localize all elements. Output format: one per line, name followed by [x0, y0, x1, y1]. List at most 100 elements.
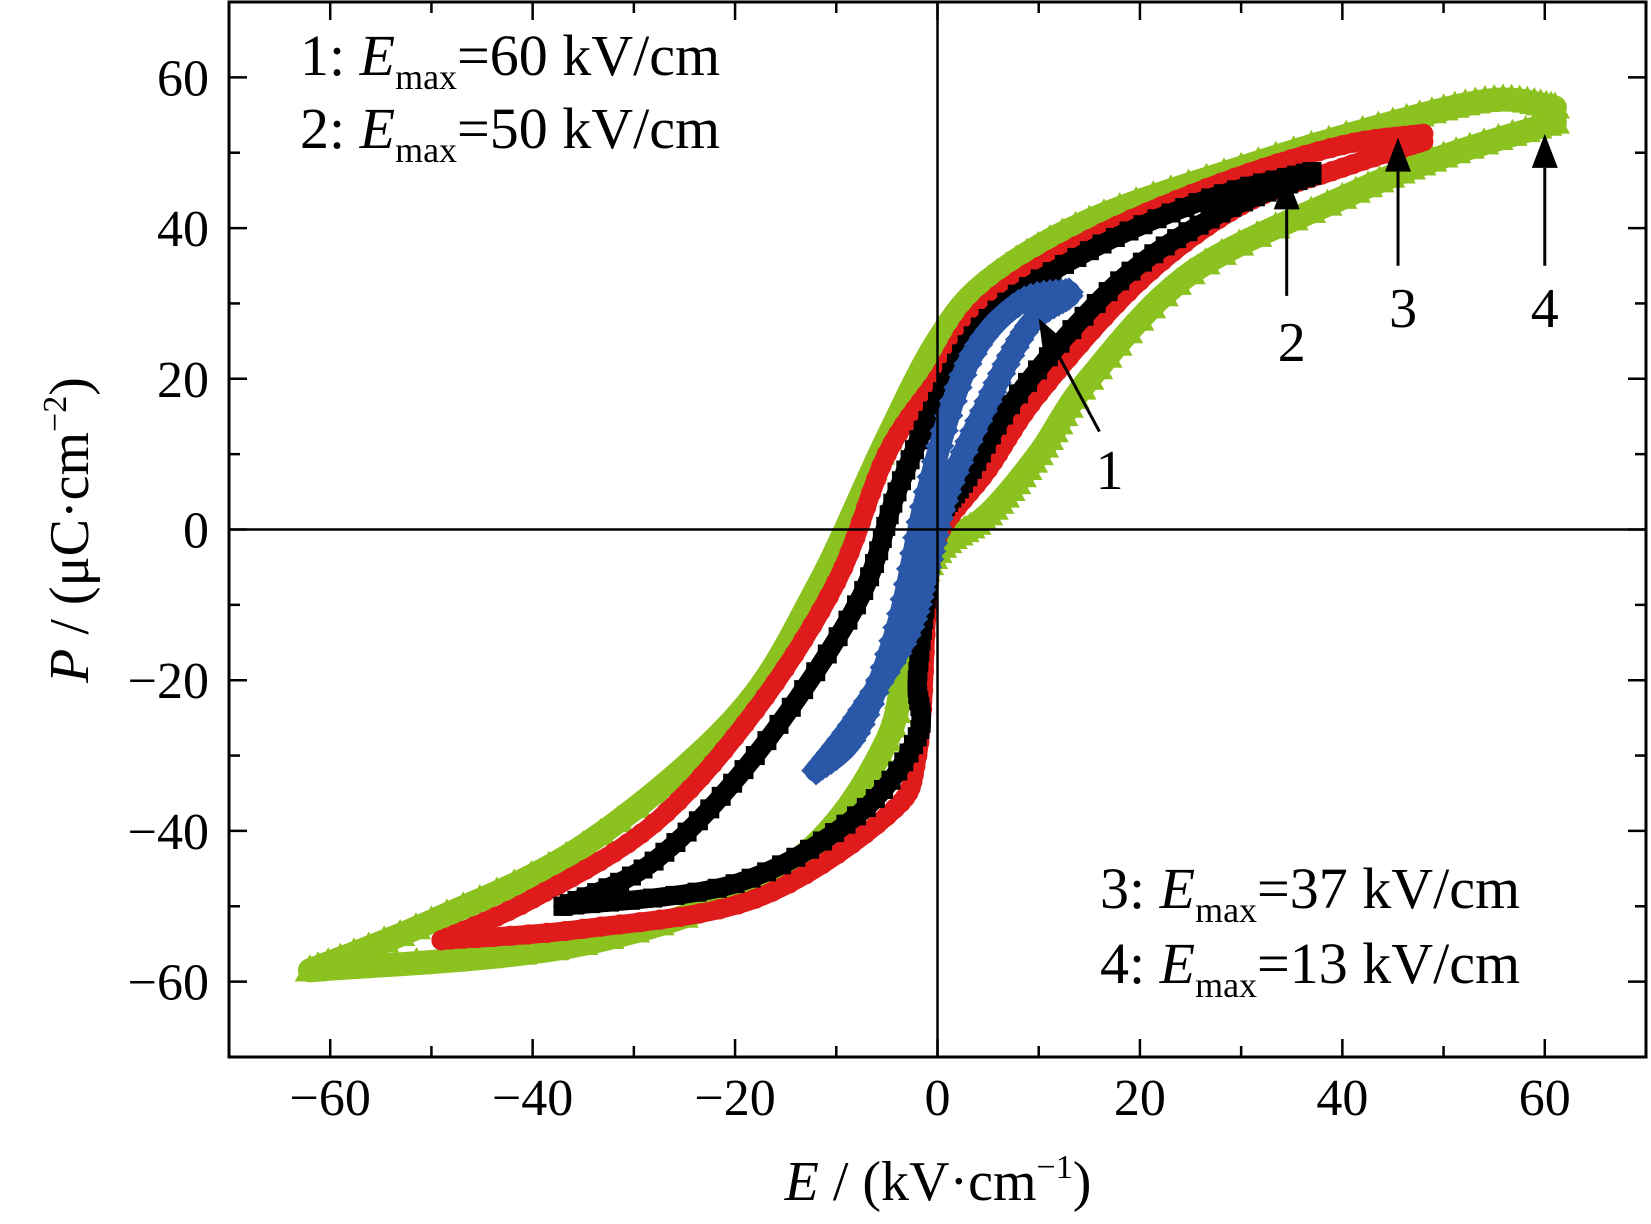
callout-1: 1	[1038, 318, 1124, 502]
series-marker	[610, 914, 631, 935]
x-axis-unit-prefix: / (kV·cm	[819, 1151, 1037, 1213]
y-tick-label: −20	[128, 653, 209, 710]
series-marker	[573, 918, 594, 939]
series-marker	[1295, 195, 1327, 223]
series-marker	[568, 927, 599, 955]
series-marker	[506, 937, 538, 965]
series-marker	[599, 892, 619, 912]
series-marker	[725, 874, 745, 894]
series-marker	[734, 713, 756, 734]
y-tick-label: 0	[183, 503, 209, 560]
series-marker	[539, 933, 570, 961]
series-marker	[1148, 279, 1179, 307]
x-tick-label: −40	[492, 1070, 573, 1127]
series-marker	[745, 888, 766, 909]
series-marker	[621, 791, 652, 819]
series-marker	[745, 746, 765, 766]
series-marker	[643, 888, 663, 908]
y-axis-unit-suffix: )	[39, 377, 101, 396]
series-marker	[1224, 228, 1255, 256]
y-axis-unit-exp: −2	[37, 396, 74, 432]
series-marker	[812, 854, 833, 875]
series-marker	[806, 662, 826, 682]
series-marker	[707, 878, 727, 898]
series-marker	[649, 909, 670, 930]
series-marker	[817, 644, 837, 664]
series-marker	[431, 930, 452, 951]
series-loop-1	[801, 277, 1084, 786]
y-tick-label: 60	[157, 50, 209, 107]
ticks-layer: −60 −40 −20 0 20 40 60 −60 −40 −20 0 20 40 60	[128, 2, 1646, 1127]
series-marker	[674, 746, 705, 774]
x-tick-label: 20	[1114, 1070, 1166, 1127]
y-axis-title: P / (μC·cm−2)	[37, 377, 101, 684]
series-marker	[1327, 181, 1358, 209]
series-marker	[1206, 237, 1237, 265]
series-marker	[769, 714, 789, 734]
series-marker	[774, 658, 796, 679]
callout-label: 2	[1278, 312, 1306, 374]
series-marker	[762, 881, 783, 902]
legend-entry-3: 3: Emax=37 kV/cm	[1100, 856, 1520, 930]
callout-label: 4	[1531, 278, 1559, 340]
series-marker	[827, 843, 848, 865]
series-marker	[603, 805, 634, 833]
callout-label: 1	[1096, 440, 1124, 502]
callout-label: 3	[1389, 278, 1417, 340]
callout-arrow-head	[1385, 137, 1412, 172]
callout-arrow-shaft	[1053, 347, 1101, 433]
series-marker	[338, 951, 369, 979]
callout-arrow-head	[1531, 133, 1558, 168]
series-marker	[536, 922, 558, 943]
series-marker	[1242, 219, 1273, 247]
series-marker	[713, 740, 734, 761]
legend-entry-4: 4: Emax=13 kV/cm	[1100, 931, 1520, 1005]
x-axis-unit-suffix: )	[1073, 1151, 1092, 1213]
series-marker	[500, 925, 521, 946]
y-tick-label: −60	[128, 955, 209, 1012]
series-marker	[555, 920, 576, 942]
series-marker	[755, 686, 776, 707]
series-marker	[1260, 211, 1291, 239]
series-marker	[629, 912, 650, 933]
series-marker	[1190, 247, 1221, 275]
series-marker	[741, 868, 761, 888]
series-marker	[727, 894, 748, 915]
series-marker	[294, 954, 326, 982]
y-tick-label: 20	[157, 352, 209, 409]
y-axis-unit-prefix: / (μC·cm	[39, 432, 101, 649]
series-marker	[436, 944, 467, 972]
y-tick-label: −40	[128, 804, 209, 861]
x-axis-symbol: E	[784, 1151, 819, 1213]
series-marker	[657, 761, 688, 789]
x-tick-label: 60	[1519, 1070, 1571, 1127]
series-marker	[591, 916, 612, 937]
series-marker	[801, 755, 831, 786]
series-marker	[1312, 188, 1343, 216]
series-marker	[1175, 257, 1206, 285]
series-marker	[702, 753, 723, 774]
legend-entry-2: 2: Emax=50 kV/cm	[300, 96, 720, 170]
series-marker	[472, 941, 503, 969]
series-marker	[784, 644, 805, 665]
series-marker	[847, 768, 879, 796]
series-marker	[689, 903, 710, 924]
series-marker	[745, 700, 766, 721]
callout-3: 3	[1385, 137, 1417, 340]
series-marker	[1161, 267, 1192, 295]
series-marker	[734, 760, 754, 780]
y-tick-label: 40	[157, 201, 209, 258]
series-marker	[518, 924, 539, 945]
legend-top-left: 1: Emax=60 kV/cm 2: Emax=50 kV/cm	[300, 23, 720, 170]
series-marker	[828, 627, 848, 647]
series-marker	[553, 896, 573, 916]
x-tick-label: 0	[925, 1070, 951, 1127]
series-marker	[841, 833, 863, 854]
series-marker	[691, 766, 712, 787]
series-marker	[709, 899, 730, 920]
series-marker	[779, 873, 800, 894]
series-marker	[794, 680, 814, 700]
series-marker	[401, 947, 432, 975]
x-tick-label: 40	[1316, 1070, 1368, 1127]
